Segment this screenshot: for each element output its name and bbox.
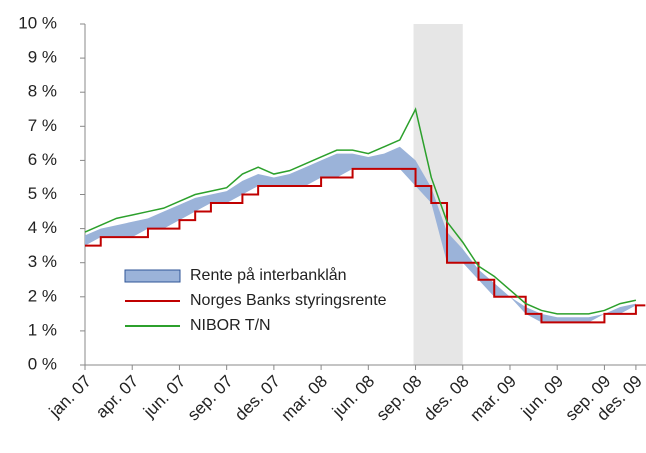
x-tick-label: jan. 07: [45, 372, 95, 422]
x-tick-label: jun. 07: [139, 372, 189, 422]
y-tick-label: 0 %: [28, 354, 57, 373]
x-tick-label: sep. 08: [373, 372, 426, 425]
legend-label: Norges Banks styringsrente: [190, 292, 387, 309]
y-tick-label: 10 %: [18, 13, 57, 32]
y-tick-label: 6 %: [28, 150, 57, 169]
x-tick-label: sep. 07: [184, 372, 237, 425]
y-tick-label: 2 %: [28, 286, 57, 305]
x-tick-label: des. 07: [231, 372, 284, 425]
y-tick-label: 8 %: [28, 82, 57, 101]
legend-label: Rente på interbanklån: [190, 266, 347, 284]
shade: [413, 24, 463, 365]
x-tick-label: mar. 08: [278, 372, 332, 426]
y-tick-label: 7 %: [28, 116, 57, 135]
y-tick-label: 9 %: [28, 48, 57, 67]
line: [84, 107, 637, 315]
y-tick-label: 4 %: [28, 218, 57, 237]
legend-label: NIBOR T/N: [190, 317, 271, 334]
x-tick-label: mar. 09: [466, 372, 520, 426]
x-tick-label: apr. 07: [92, 372, 142, 422]
y-tick-label: 1 %: [28, 320, 57, 339]
x-tick-label: jun. 08: [328, 372, 378, 422]
y-tick-label: 5 %: [28, 184, 57, 203]
x-tick-label: jun. 09: [517, 372, 567, 422]
x-tick-label: des. 08: [420, 372, 473, 425]
step-line: [85, 167, 646, 324]
legend-swatch: [124, 269, 181, 283]
y-tick-label: 3 %: [28, 252, 57, 271]
